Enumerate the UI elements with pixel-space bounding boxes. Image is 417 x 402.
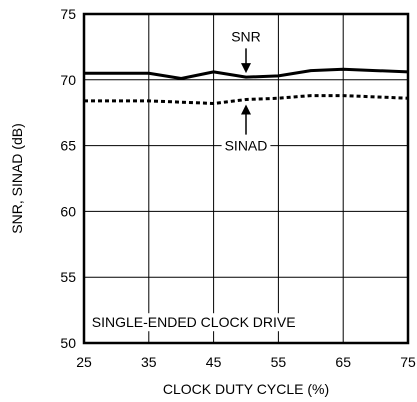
y-axis-label: SNR, SINAD (dB)	[9, 123, 25, 233]
x-tick-label: 35	[141, 354, 157, 370]
tick-labels: 25 35 45 55 65 75 50 55 60 65 70 75	[60, 6, 416, 370]
annotations: SNR SINAD SINGLE-ENDED CLOCK DRIVE	[88, 27, 299, 332]
series-line-snr	[84, 67, 409, 80]
annotation-label-backing	[228, 27, 264, 46]
y-tick-label: 55	[60, 269, 76, 285]
y-tick-label: 65	[60, 138, 76, 154]
annotation-drive-note: SINGLE-ENDED CLOCK DRIVE	[92, 314, 296, 330]
x-axis-label: CLOCK DUTY CYCLE (%)	[163, 381, 329, 397]
annotation-arrow-head	[241, 63, 251, 74]
y-tick-label: 50	[60, 335, 76, 351]
annotation-snr: SNR	[231, 28, 261, 44]
series-line-sinad	[84, 94, 409, 105]
plot-frame	[82, 12, 410, 345]
annotation-label-backing	[221, 136, 271, 155]
x-tick-label: 75	[400, 354, 416, 370]
annotation-label-backing	[88, 313, 299, 332]
x-tick-label: 25	[76, 354, 92, 370]
x-tick-label: 45	[206, 354, 222, 370]
series-lines	[84, 67, 409, 105]
annotation-arrow-head	[241, 104, 251, 115]
x-tick-label: 55	[271, 354, 287, 370]
x-tick-label: 65	[335, 354, 351, 370]
y-tick-label: 60	[60, 203, 76, 219]
annotation-sinad: SINAD	[225, 138, 268, 154]
y-tick-label: 70	[60, 72, 76, 88]
y-tick-label: 75	[60, 6, 76, 22]
